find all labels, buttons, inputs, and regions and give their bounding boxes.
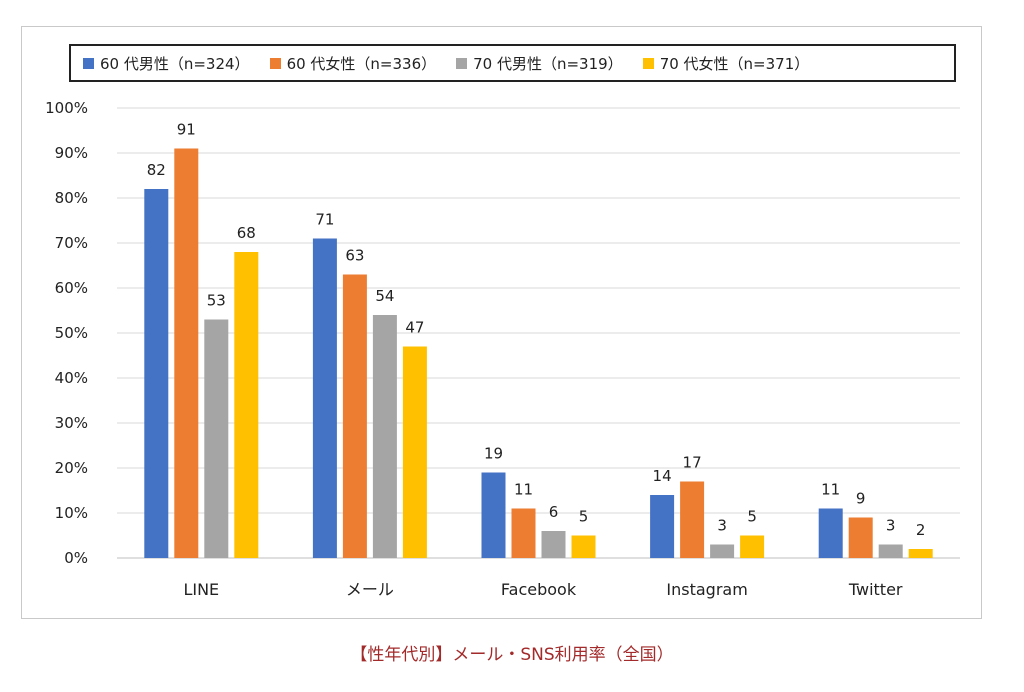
bar bbox=[541, 531, 566, 558]
x-category-label: メール bbox=[346, 580, 394, 599]
x-category-label: Twitter bbox=[848, 580, 903, 599]
legend-label: 60 代男性（n=324） bbox=[100, 54, 250, 73]
data-label: 91 bbox=[177, 121, 196, 139]
bar bbox=[818, 508, 843, 558]
y-tick-label: 20% bbox=[55, 459, 88, 477]
bar bbox=[234, 252, 259, 558]
data-label: 53 bbox=[207, 292, 226, 310]
bar bbox=[174, 148, 199, 558]
bar bbox=[402, 346, 427, 558]
y-tick-label: 100% bbox=[45, 99, 88, 117]
data-label: 47 bbox=[405, 319, 424, 337]
bar bbox=[372, 315, 397, 558]
y-tick-label: 0% bbox=[64, 549, 88, 567]
x-category-label: Facebook bbox=[501, 580, 577, 599]
chart-legend: 60 代男性（n=324） 60 代女性（n=336） 70 代男性（n=319） 7… bbox=[69, 44, 956, 82]
legend-swatch bbox=[456, 57, 468, 69]
data-label: 19 bbox=[484, 445, 503, 463]
legend-item: 70 代男性（n=319） bbox=[456, 53, 623, 74]
data-label: 11 bbox=[821, 481, 840, 499]
legend-swatch bbox=[83, 57, 94, 69]
chart-caption: 【性年代別】メール・SNS利用率（全国） bbox=[350, 645, 674, 665]
bar bbox=[710, 544, 735, 558]
bar bbox=[144, 189, 169, 558]
legend-swatch bbox=[642, 57, 654, 69]
y-tick-label: 70% bbox=[55, 234, 88, 252]
y-tick-label: 60% bbox=[55, 279, 88, 297]
data-label: 82 bbox=[147, 161, 166, 179]
chart-frame: 0% 10% 20% 30% 40% 50% 60% 70% 80% 90% 100% 82 91 53 6… bbox=[21, 26, 982, 619]
bar bbox=[848, 517, 873, 558]
bar bbox=[908, 549, 933, 558]
data-label: 3 bbox=[717, 517, 727, 535]
bar-chart: 0%10%20%30%40%50%60%70%80%90%100%8291536… bbox=[45, 99, 960, 599]
data-label: 6 bbox=[549, 503, 559, 521]
bar bbox=[312, 238, 337, 558]
y-tick-label: 50% bbox=[55, 324, 88, 342]
legend-label: 60 代女性（n=336） bbox=[286, 54, 437, 73]
data-label: 14 bbox=[653, 467, 672, 485]
data-label: 5 bbox=[579, 508, 589, 526]
y-tick-label: 40% bbox=[55, 369, 88, 387]
data-label: 9 bbox=[856, 490, 866, 508]
y-tick-label: 80% bbox=[55, 189, 88, 207]
data-label: 11 bbox=[514, 481, 533, 499]
bar bbox=[680, 481, 705, 558]
bar bbox=[878, 544, 903, 558]
y-tick-label: 30% bbox=[55, 414, 88, 432]
data-label: 5 bbox=[747, 508, 757, 526]
legend-label: 70 代男性（n=319） bbox=[473, 54, 623, 73]
legend-item: 70 代女性（n=371） bbox=[642, 53, 810, 74]
bar bbox=[511, 508, 536, 558]
y-tick-label: 10% bbox=[55, 504, 88, 522]
x-category-label: Instagram bbox=[666, 580, 747, 599]
legend-item: 60 代男性（n=324） bbox=[83, 53, 250, 74]
data-label: 2 bbox=[916, 521, 926, 539]
legend-swatch bbox=[269, 57, 281, 69]
x-category-label: LINE bbox=[183, 580, 219, 599]
bar bbox=[571, 535, 596, 558]
legend-item: 60 代女性（n=336） bbox=[269, 53, 437, 74]
y-tick-label: 90% bbox=[55, 144, 88, 162]
data-label: 71 bbox=[315, 211, 334, 229]
bar bbox=[342, 274, 367, 558]
bar bbox=[740, 535, 765, 558]
data-label: 68 bbox=[237, 224, 256, 242]
bar bbox=[204, 319, 229, 558]
bar bbox=[650, 495, 675, 558]
data-label: 54 bbox=[375, 287, 394, 305]
data-label: 63 bbox=[345, 247, 364, 265]
legend-label: 70 代女性（n=371） bbox=[659, 54, 810, 73]
data-label: 3 bbox=[886, 517, 896, 535]
data-label: 17 bbox=[683, 454, 702, 472]
bar bbox=[481, 472, 506, 558]
